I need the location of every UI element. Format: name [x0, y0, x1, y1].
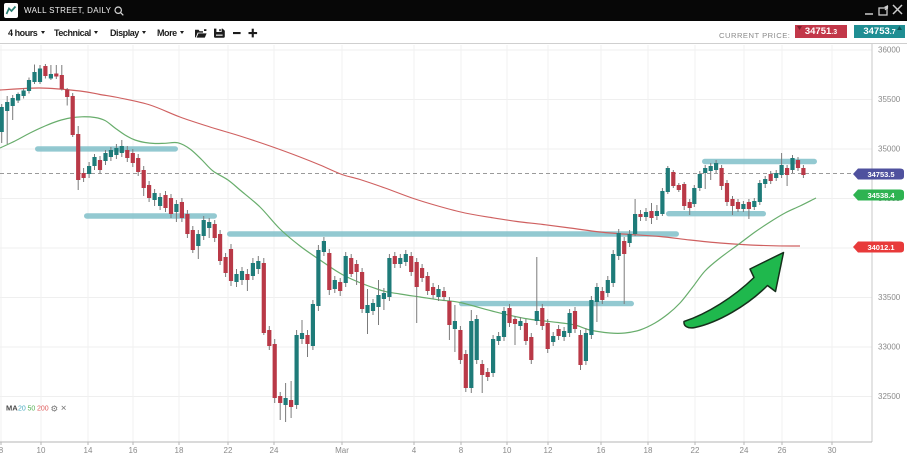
- svg-text:MA: MA: [6, 404, 18, 413]
- svg-text:22: 22: [691, 446, 700, 455]
- svg-text:8: 8: [0, 446, 4, 455]
- svg-text:24: 24: [270, 446, 279, 455]
- svg-text:35500: 35500: [878, 95, 901, 104]
- svg-text:8: 8: [459, 446, 464, 455]
- svg-text:20: 20: [18, 406, 26, 413]
- svg-text:24: 24: [740, 446, 749, 455]
- svg-text:18: 18: [644, 446, 653, 455]
- svg-text:14: 14: [84, 446, 93, 455]
- svg-text:26: 26: [778, 446, 787, 455]
- svg-text:10: 10: [37, 446, 46, 455]
- svg-text:36000: 36000: [878, 46, 901, 55]
- svg-text:34538.4: 34538.4: [867, 191, 895, 200]
- svg-text:⚙: ⚙: [51, 404, 59, 414]
- svg-text:200: 200: [37, 406, 49, 413]
- svg-text:10: 10: [503, 446, 512, 455]
- svg-text:35000: 35000: [878, 145, 901, 154]
- svg-text:34753.5: 34753.5: [867, 170, 894, 179]
- svg-text:4: 4: [412, 446, 417, 455]
- svg-text:✕: ✕: [61, 404, 67, 413]
- svg-text:16: 16: [129, 446, 138, 455]
- svg-text:22: 22: [224, 446, 233, 455]
- svg-text:34012.1: 34012.1: [867, 243, 894, 252]
- svg-text:12: 12: [544, 446, 553, 455]
- svg-text:32500: 32500: [878, 392, 901, 401]
- svg-text:33000: 33000: [878, 343, 901, 352]
- svg-text:18: 18: [175, 446, 184, 455]
- svg-text:33500: 33500: [878, 293, 901, 302]
- svg-text:16: 16: [597, 446, 606, 455]
- svg-text:30: 30: [828, 446, 837, 455]
- svg-text:Mar: Mar: [335, 446, 349, 455]
- svg-text:50: 50: [28, 406, 36, 413]
